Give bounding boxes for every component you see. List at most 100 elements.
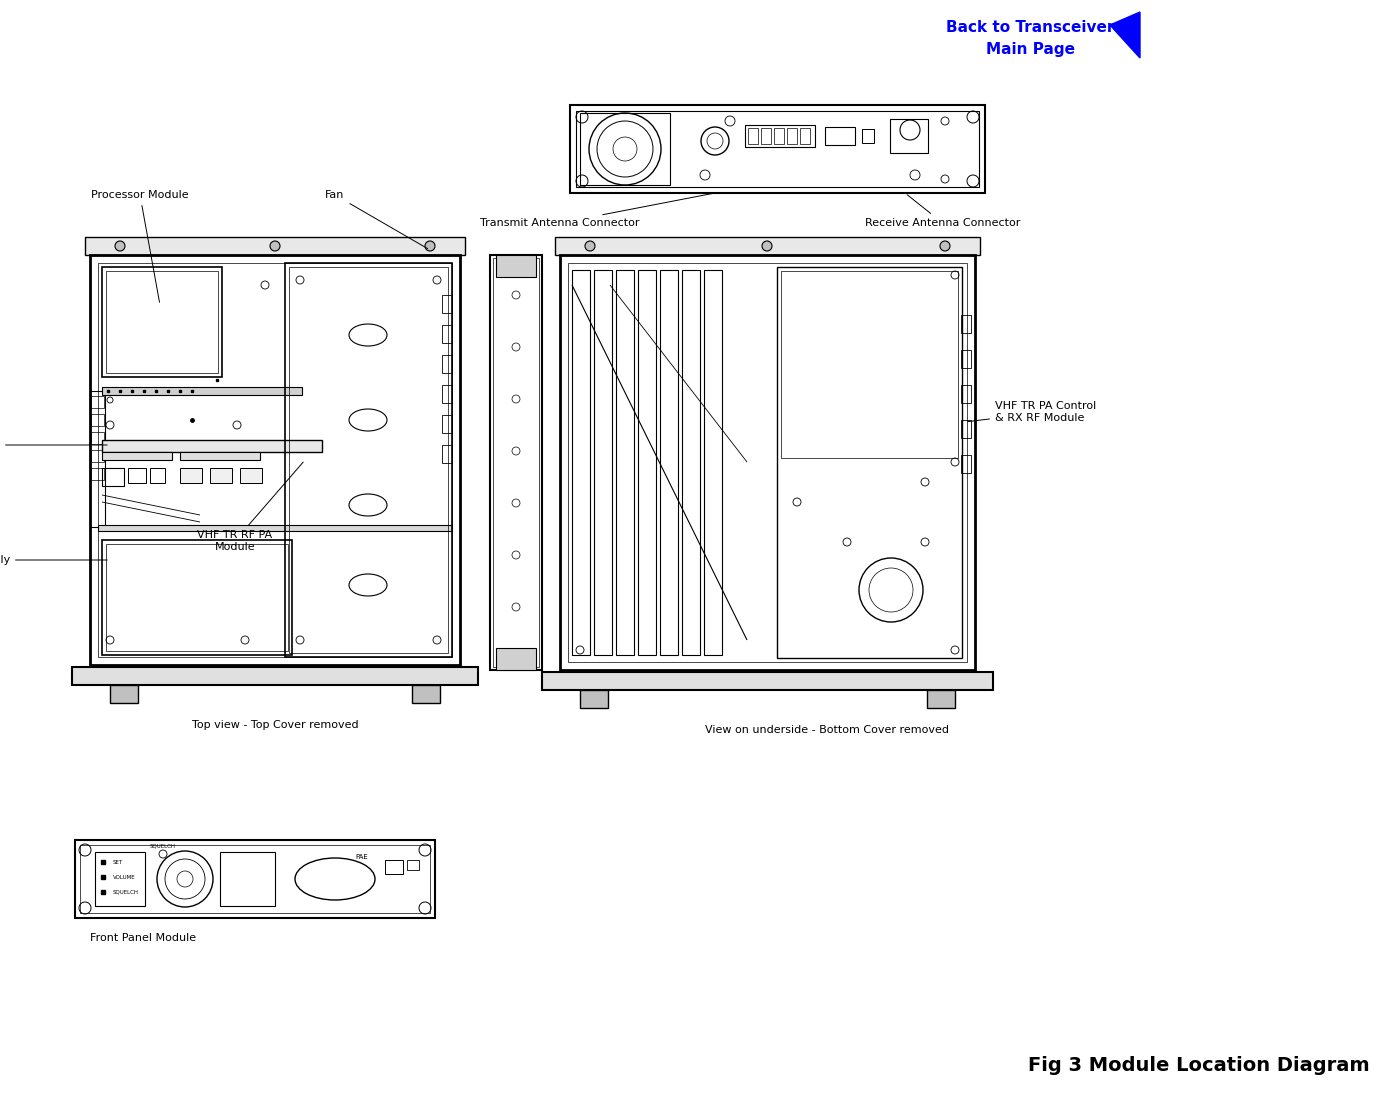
Bar bbox=[442, 354, 452, 373]
Bar bbox=[825, 127, 855, 146]
Bar bbox=[90, 432, 104, 444]
Bar bbox=[102, 440, 321, 452]
Circle shape bbox=[762, 241, 772, 251]
Bar bbox=[102, 267, 223, 377]
Bar bbox=[408, 860, 419, 870]
Bar bbox=[179, 468, 202, 482]
Bar bbox=[241, 468, 262, 482]
Bar bbox=[97, 525, 452, 531]
Text: PAE: PAE bbox=[355, 854, 367, 860]
Bar bbox=[926, 690, 956, 708]
Bar bbox=[568, 263, 967, 662]
Text: VHF TR PA Control
& RX RF Module: VHF TR PA Control & RX RF Module bbox=[968, 401, 1096, 422]
Bar bbox=[106, 544, 288, 651]
Bar bbox=[90, 450, 104, 462]
Bar bbox=[102, 452, 172, 459]
Bar bbox=[95, 852, 145, 906]
Text: Top view - Top Cover removed: Top view - Top Cover removed bbox=[192, 720, 359, 730]
Bar bbox=[102, 468, 124, 486]
Bar bbox=[580, 690, 608, 708]
Bar bbox=[90, 391, 104, 527]
Bar bbox=[497, 648, 536, 670]
Bar bbox=[210, 468, 232, 482]
Bar bbox=[659, 270, 677, 655]
Bar bbox=[285, 263, 452, 657]
Bar bbox=[102, 540, 292, 655]
Bar bbox=[72, 667, 479, 685]
Bar bbox=[102, 387, 302, 395]
Bar bbox=[442, 295, 452, 313]
Bar bbox=[961, 385, 971, 403]
Bar bbox=[442, 385, 452, 403]
Text: Power Supply: Power Supply bbox=[0, 555, 107, 565]
Bar bbox=[961, 420, 971, 438]
Bar bbox=[576, 110, 979, 187]
Bar bbox=[150, 468, 166, 482]
Bar bbox=[682, 270, 700, 655]
Text: Processor Module: Processor Module bbox=[92, 190, 189, 302]
Bar bbox=[490, 255, 542, 670]
Text: SQUELCH: SQUELCH bbox=[113, 891, 139, 895]
Bar bbox=[492, 258, 538, 667]
Bar bbox=[561, 255, 975, 670]
Bar bbox=[862, 129, 874, 143]
Bar bbox=[800, 128, 810, 144]
Bar bbox=[778, 267, 963, 657]
Bar bbox=[442, 325, 452, 344]
Circle shape bbox=[586, 241, 595, 251]
Circle shape bbox=[115, 241, 125, 251]
Bar bbox=[704, 270, 722, 655]
Bar bbox=[787, 128, 797, 144]
Bar bbox=[90, 468, 104, 480]
Text: VOLUME: VOLUME bbox=[113, 875, 136, 880]
Bar bbox=[220, 852, 275, 906]
Bar bbox=[442, 445, 452, 463]
Text: Receive Antenna Connector: Receive Antenna Connector bbox=[865, 195, 1021, 228]
Text: View on underside - Bottom Cover removed: View on underside - Bottom Cover removed bbox=[705, 725, 949, 735]
Text: SQUELCH: SQUELCH bbox=[150, 843, 177, 848]
Bar bbox=[961, 455, 971, 473]
Bar bbox=[761, 128, 771, 144]
Bar bbox=[890, 119, 928, 153]
Text: Transmit Antenna Connector: Transmit Antenna Connector bbox=[480, 194, 712, 228]
Bar bbox=[555, 237, 981, 255]
Bar bbox=[961, 315, 971, 333]
Text: Fan: Fan bbox=[325, 190, 427, 248]
Bar bbox=[746, 125, 815, 147]
Text: VHF TR RF PA
Module: VHF TR RF PA Module bbox=[198, 462, 303, 551]
Bar bbox=[289, 267, 448, 653]
Bar bbox=[961, 350, 971, 368]
Bar bbox=[542, 672, 993, 690]
Bar bbox=[110, 685, 138, 703]
Text: Front Panel Module: Front Panel Module bbox=[90, 933, 196, 943]
Circle shape bbox=[426, 241, 435, 251]
Bar bbox=[572, 270, 590, 655]
Bar bbox=[90, 255, 460, 665]
Bar bbox=[580, 113, 670, 185]
Bar bbox=[97, 263, 452, 657]
Text: Back to Transceiver: Back to Transceiver bbox=[946, 20, 1114, 35]
Bar bbox=[570, 105, 985, 193]
Text: Regulation Module: Regulation Module bbox=[0, 440, 107, 450]
Bar bbox=[90, 396, 104, 408]
Bar bbox=[773, 128, 785, 144]
Bar bbox=[442, 415, 452, 433]
Bar bbox=[616, 270, 634, 655]
Bar bbox=[106, 271, 218, 373]
Bar bbox=[81, 845, 430, 913]
Text: SET: SET bbox=[113, 860, 124, 865]
Bar bbox=[385, 860, 403, 874]
Bar bbox=[638, 270, 657, 655]
Bar bbox=[748, 128, 758, 144]
Text: Fig 3 Module Location Diagram: Fig 3 Module Location Diagram bbox=[1028, 1056, 1370, 1075]
Text: Main Page: Main Page bbox=[985, 42, 1074, 57]
Bar bbox=[780, 271, 958, 458]
Bar bbox=[90, 414, 104, 426]
Bar bbox=[179, 452, 260, 459]
Bar bbox=[412, 685, 440, 703]
Bar bbox=[594, 270, 612, 655]
Circle shape bbox=[270, 241, 280, 251]
Bar bbox=[497, 255, 536, 277]
Bar bbox=[85, 237, 465, 255]
Bar bbox=[75, 840, 435, 918]
